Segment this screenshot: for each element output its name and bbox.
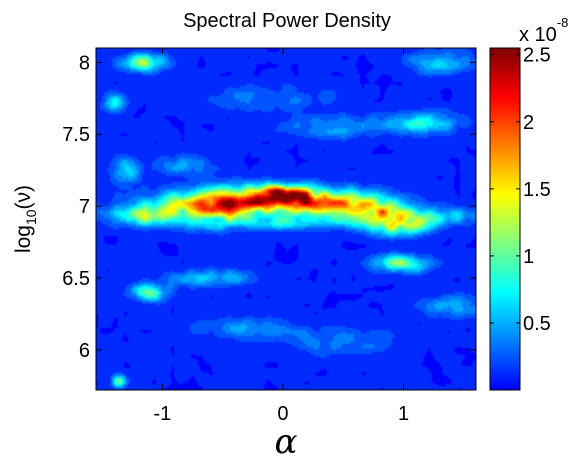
x-axis-ticks: -1 0 1 bbox=[153, 48, 409, 425]
colorbar-tick-label: 2 bbox=[523, 112, 534, 134]
y-axis-label-rest: (ν) bbox=[12, 185, 35, 210]
colorbar-multiplier-base: x 10 bbox=[519, 24, 557, 46]
colorbar-tick-label: 1 bbox=[523, 246, 534, 268]
y-tick-label: 6.5 bbox=[62, 268, 90, 290]
y-axis-label: log10(ν) bbox=[12, 185, 39, 253]
chart-title: Spectral Power Density bbox=[183, 10, 391, 32]
y-axis-label-base: log bbox=[12, 225, 35, 253]
colorbar-tick-label: 2.5 bbox=[523, 45, 551, 67]
x-tick-label: -1 bbox=[153, 403, 171, 425]
x-tick-label: 1 bbox=[398, 403, 409, 425]
y-tick-label: 8 bbox=[79, 52, 90, 74]
y-tick-label: 7 bbox=[79, 196, 90, 218]
colorbar-multiplier: x 10-8 bbox=[519, 15, 568, 46]
y-tick-label: 7.5 bbox=[62, 124, 90, 146]
y-axis-label-subscript: 10 bbox=[23, 209, 39, 225]
heatmap-plot-area bbox=[95, 47, 477, 391]
colorbar-tick-label: 0.5 bbox=[523, 313, 551, 335]
x-axis-label: α bbox=[275, 422, 298, 459]
colorbar-ticks: 0.5 1 1.5 2 2.5 bbox=[490, 45, 551, 335]
colorbar-gradient bbox=[490, 48, 520, 390]
colorbar-tick-label: 1.5 bbox=[523, 179, 551, 201]
x-tick-label: 0 bbox=[277, 403, 288, 425]
y-axis-ticks: 6 6.5 7 7.5 8 bbox=[62, 52, 476, 362]
colorbar: 0.5 1 1.5 2 2.5 x 10-8 bbox=[489, 15, 568, 391]
y-tick-label: 6 bbox=[79, 340, 90, 362]
heatmap-image bbox=[96, 48, 476, 390]
plot-frame bbox=[95, 47, 477, 391]
colorbar-multiplier-exponent: -8 bbox=[557, 15, 569, 30]
colorbar-frame bbox=[489, 47, 521, 391]
